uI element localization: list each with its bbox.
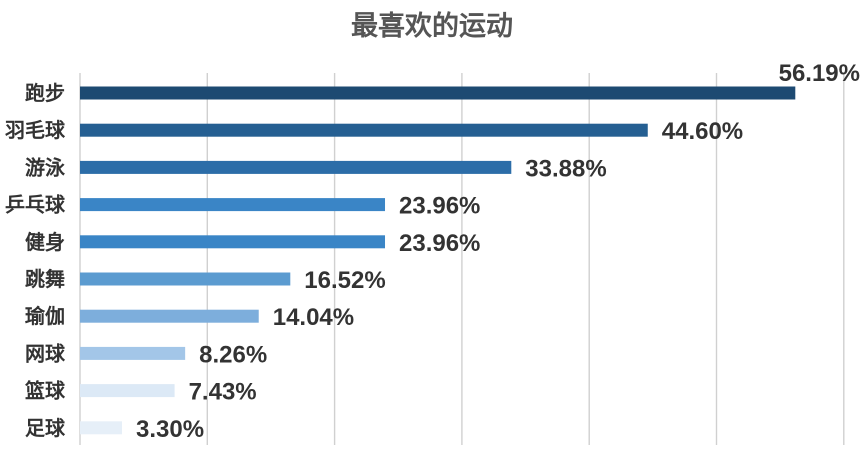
category-label: 羽毛球 — [5, 119, 66, 142]
bar — [80, 235, 386, 249]
bar — [80, 123, 648, 137]
category-label: 跑步 — [25, 81, 65, 105]
value-label: 44.60% — [662, 118, 743, 145]
bar — [80, 86, 796, 100]
bar — [80, 198, 386, 212]
value-label: 8.26% — [199, 341, 267, 368]
bar — [80, 421, 123, 435]
bar — [80, 384, 175, 398]
category-label: 游泳 — [25, 155, 66, 179]
category-label: 乒乓球 — [5, 194, 66, 217]
category-label: 跳舞 — [25, 267, 65, 291]
category-label: 篮球 — [24, 379, 66, 403]
category-label: 足球 — [25, 417, 66, 440]
value-label: 7.43% — [189, 379, 257, 406]
bar — [80, 160, 512, 174]
value-label: 23.96% — [399, 193, 480, 220]
value-label: 23.96% — [399, 230, 480, 257]
value-label: 14.04% — [273, 304, 354, 331]
category-label: 瑜伽 — [25, 304, 65, 328]
value-label: 33.88% — [525, 155, 606, 182]
chart-title: 最喜欢的运动 — [351, 10, 513, 41]
value-label: 56.19% — [779, 60, 860, 87]
category-label: 网球 — [25, 342, 66, 365]
category-label: 健身 — [25, 230, 65, 254]
bar — [80, 309, 259, 323]
bar — [80, 346, 186, 360]
value-label: 16.52% — [304, 267, 385, 294]
bar — [80, 272, 291, 286]
bars: 跑步 56.19% 羽毛球 44.60% 游泳 33.88% 乒乓球 23.96% 健身 23.9… — [5, 60, 860, 443]
value-label: 3.30% — [136, 416, 204, 443]
